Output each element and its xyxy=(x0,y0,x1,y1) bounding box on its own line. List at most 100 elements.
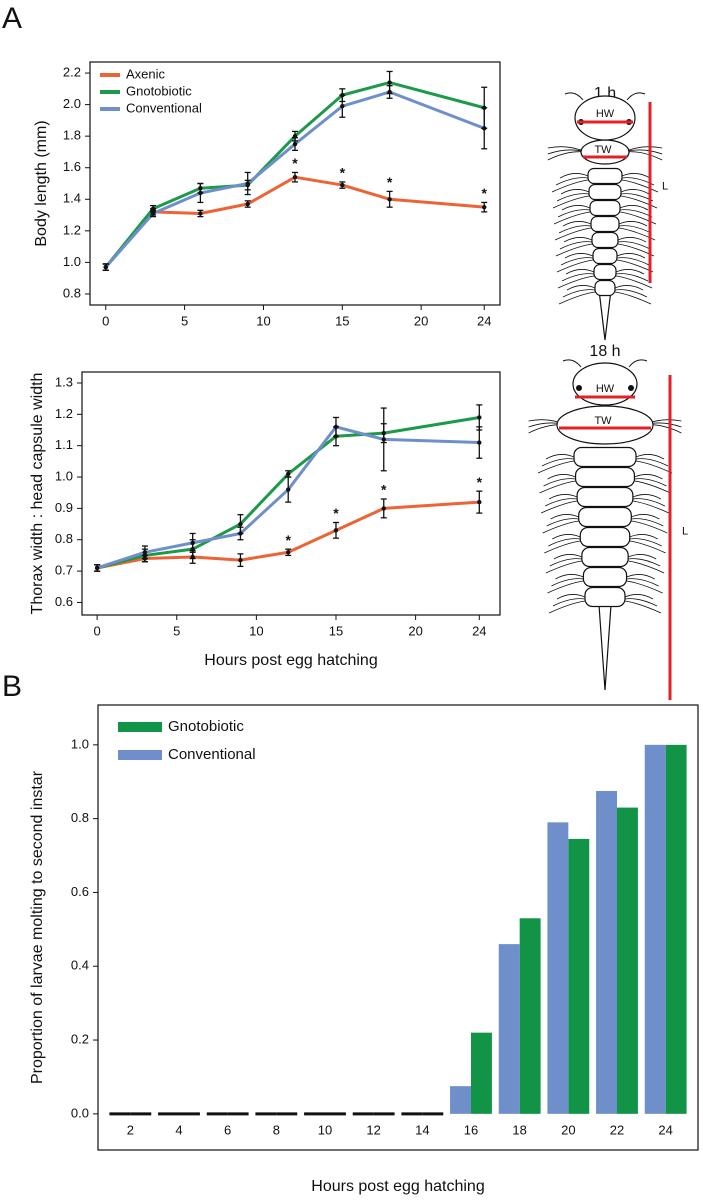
segment xyxy=(578,506,632,528)
y-tick-label: 0.4 xyxy=(71,958,89,973)
bristle xyxy=(556,193,590,202)
significance-mark: * xyxy=(340,165,346,181)
x-tick-label: 6 xyxy=(224,1122,231,1137)
thorax-label: TW xyxy=(594,144,612,156)
y-tick-label: 0.8 xyxy=(71,810,89,825)
bristle xyxy=(558,291,596,305)
bristle xyxy=(619,211,657,225)
data-point xyxy=(381,437,386,442)
bristle xyxy=(631,518,664,527)
y-tick-label: 1.8 xyxy=(63,128,81,143)
series-line xyxy=(96,425,480,570)
bristle xyxy=(544,540,581,554)
x-tick-label: 12 xyxy=(366,1122,380,1137)
bristle xyxy=(562,221,592,227)
x-tick-label: 4 xyxy=(175,1122,182,1137)
bristle xyxy=(556,259,594,273)
y-tick-label: 0.8 xyxy=(63,285,81,300)
bristle xyxy=(549,558,582,567)
segment xyxy=(573,446,637,468)
y-tick-label: 0.6 xyxy=(71,884,89,899)
bristle xyxy=(553,554,583,560)
bristle xyxy=(634,474,663,480)
bristle xyxy=(635,454,665,460)
bristle xyxy=(629,538,662,547)
data-point xyxy=(387,89,392,95)
bristle xyxy=(558,225,592,234)
data-point xyxy=(286,550,291,555)
panel-label: A xyxy=(2,2,22,35)
x-tick-label: 18 xyxy=(512,1122,526,1137)
head-label: HW xyxy=(596,108,615,120)
x-tick-label: 15 xyxy=(329,623,343,638)
data-point xyxy=(245,181,250,186)
bristle xyxy=(632,494,662,500)
bristle xyxy=(626,580,663,594)
bristle xyxy=(629,540,666,554)
bristle xyxy=(563,237,593,243)
head-label: HW xyxy=(596,383,615,395)
bristle xyxy=(566,285,596,291)
x-tick-label: 5 xyxy=(173,623,180,638)
bristle xyxy=(631,514,660,520)
significance-mark: * xyxy=(333,505,339,521)
segment xyxy=(579,526,631,548)
y-tick-label: 1.2 xyxy=(55,406,73,421)
bristle xyxy=(624,598,658,607)
bristle xyxy=(618,221,648,227)
series-line xyxy=(104,175,485,269)
y-tick-label: 1.1 xyxy=(55,437,73,452)
bristle xyxy=(614,289,648,298)
data-point xyxy=(245,201,250,207)
bristle xyxy=(552,534,581,540)
y-tick-label: 0.8 xyxy=(55,531,73,546)
antenna xyxy=(562,359,582,368)
y-tick-label: 0.6 xyxy=(55,594,73,609)
bristle xyxy=(624,594,654,600)
bristle xyxy=(555,574,584,580)
bristle xyxy=(555,243,593,257)
segment xyxy=(582,566,628,588)
significance-mark: * xyxy=(387,174,393,190)
data-point xyxy=(292,174,298,180)
data-point xyxy=(198,190,203,196)
bristle xyxy=(614,291,652,305)
data-point xyxy=(482,204,487,210)
bar xyxy=(547,822,569,1114)
bristle xyxy=(546,518,579,527)
segment xyxy=(594,279,616,297)
significance-mark: * xyxy=(285,532,291,548)
data-point xyxy=(381,506,386,511)
bristle xyxy=(560,189,590,195)
data-point xyxy=(477,440,482,445)
segment xyxy=(576,486,634,508)
bristle xyxy=(556,594,586,600)
x-tick-label: 0 xyxy=(102,313,109,328)
x-tick-label: 20 xyxy=(561,1122,575,1137)
x-axis-label: Hours post egg hatching xyxy=(311,1178,484,1195)
segment xyxy=(581,546,629,568)
bristle xyxy=(635,460,673,474)
bristle xyxy=(620,195,658,209)
data-point xyxy=(286,471,291,477)
plot-frame xyxy=(81,371,501,616)
bristle xyxy=(632,498,666,507)
bristle xyxy=(624,151,663,161)
bristle xyxy=(542,520,579,534)
bristle xyxy=(545,454,575,460)
y-axis-label: Proportion of larvae molting to second i… xyxy=(29,770,46,1084)
eye xyxy=(628,385,634,391)
data-point xyxy=(333,424,339,430)
segment xyxy=(574,466,636,488)
y-tick-label: 0.0 xyxy=(71,1105,89,1120)
x-tick-label: 14 xyxy=(415,1122,429,1137)
bristle xyxy=(540,500,578,514)
data-point xyxy=(238,521,243,527)
y-axis-label: Thorax width : head capsule width xyxy=(29,373,46,615)
x-tick-label: 16 xyxy=(464,1122,478,1137)
data-point xyxy=(477,499,482,505)
segment xyxy=(592,247,618,265)
series-line xyxy=(104,90,485,269)
bristle xyxy=(621,173,651,179)
